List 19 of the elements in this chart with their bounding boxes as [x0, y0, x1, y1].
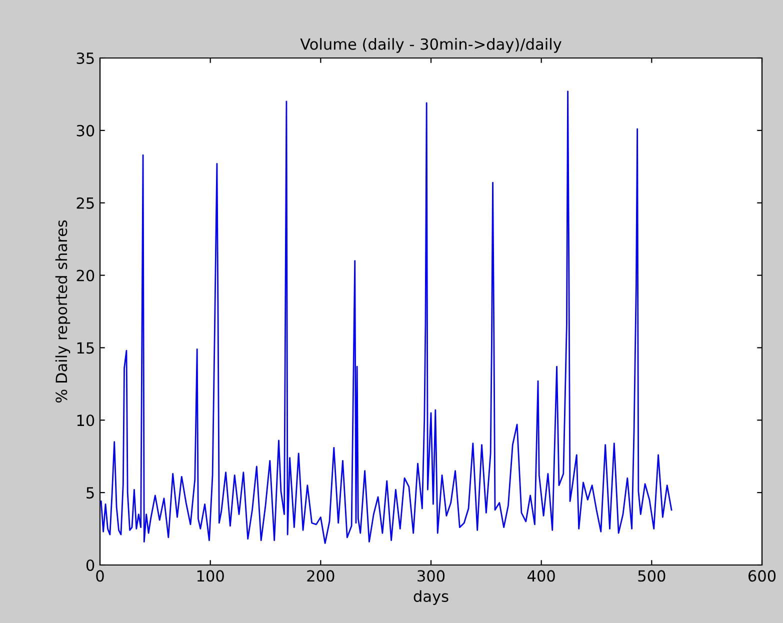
line-series [100, 90, 672, 544]
x-tick-label: 300 [418, 570, 445, 582]
x-tick-label: 400 [528, 570, 555, 582]
y-tick-label: 35 [76, 52, 94, 64]
y-tick-label: 0 [86, 559, 94, 572]
y-tick-label: 5 [86, 487, 94, 499]
x-tick-label: 0 [96, 570, 104, 582]
y-tick-label: 25 [76, 197, 94, 209]
y-tick-label: 10 [77, 414, 94, 426]
chart-title: Volume (daily - 30min->day)/daily [300, 38, 562, 53]
y-tick-label: 20 [76, 270, 94, 282]
y-tick-label: 15 [77, 342, 94, 354]
x-tick-label: 500 [638, 570, 666, 582]
y-axis-title: % Daily reported shares [55, 220, 70, 403]
x-tick-label: 200 [307, 570, 334, 582]
x-axis-title: days [414, 590, 448, 605]
x-tick-label: 600 [748, 570, 776, 582]
y-tick-label: 30 [76, 124, 94, 136]
x-tick-label: 100 [197, 570, 224, 582]
